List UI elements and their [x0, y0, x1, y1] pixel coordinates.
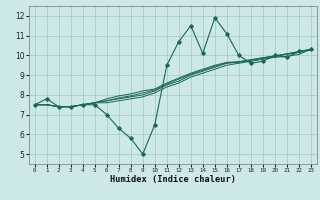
X-axis label: Humidex (Indice chaleur): Humidex (Indice chaleur) [110, 175, 236, 184]
